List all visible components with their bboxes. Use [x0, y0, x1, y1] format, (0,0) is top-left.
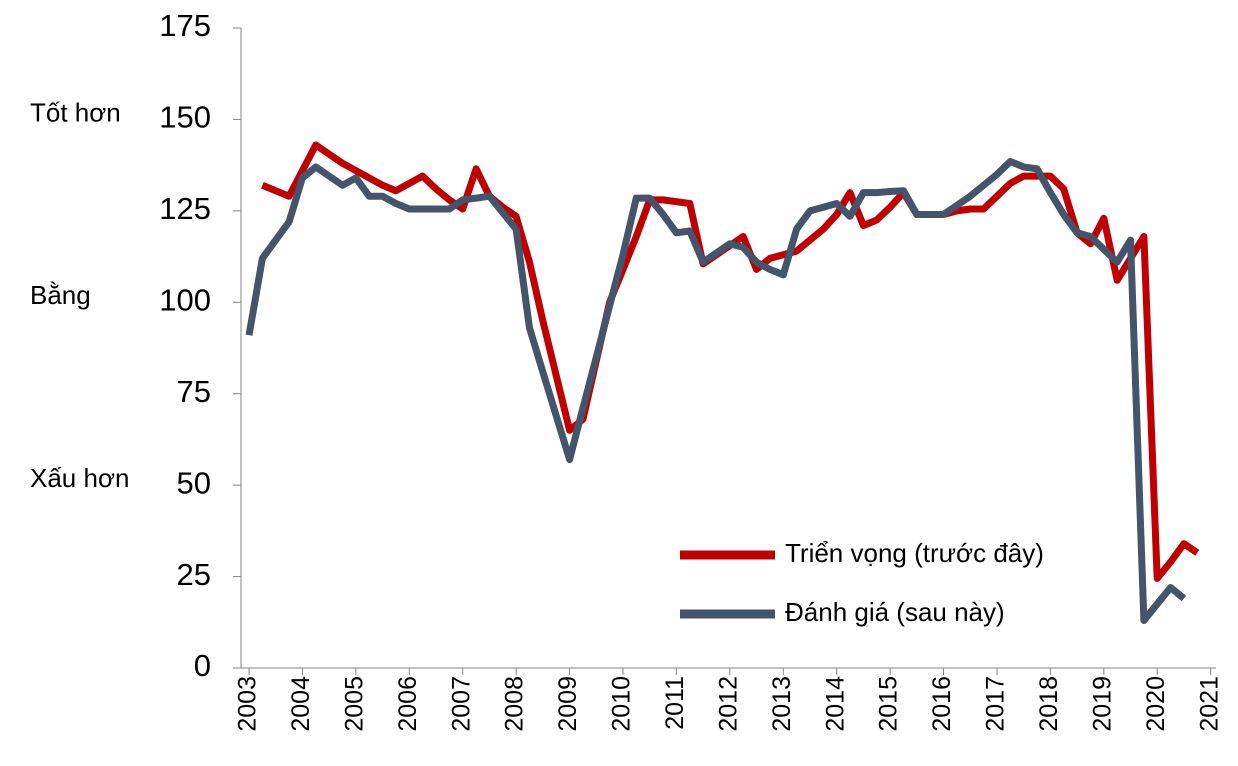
x-tick-label: 2021 [1195, 676, 1223, 732]
y-annotation: Bằng [30, 280, 91, 310]
x-tick-label: 2019 [1088, 676, 1116, 732]
x-tick-label: 2011 [661, 676, 689, 730]
y-tick-label: 125 [159, 191, 211, 226]
x-tick-label: 2017 [982, 676, 1010, 732]
x-tick-label: 2008 [501, 676, 529, 732]
y-tick-label: 75 [177, 374, 211, 409]
series-line [245, 158, 1187, 624]
y-tick-label: 0 [194, 648, 211, 683]
y-annotation: Xấu hơn [30, 463, 129, 493]
y-tick-label: 150 [159, 100, 211, 135]
x-tick-label: 2014 [821, 676, 849, 732]
x-tick-label: 2009 [554, 676, 582, 732]
x-tick-label: 2010 [608, 676, 636, 732]
x-tick-label: 2005 [340, 676, 368, 732]
y-tick-label: 50 [177, 465, 211, 500]
y-tick-label: 175 [159, 8, 211, 43]
x-tick-label: 2007 [447, 676, 475, 732]
x-tick-label: 2003 [234, 676, 262, 732]
legend-label: Đánh giá (sau này) [785, 597, 1005, 627]
x-tick-label: 2006 [394, 676, 422, 732]
x-tick-label: 2018 [1035, 676, 1063, 732]
legend-label: Triển vọng (trước đây) [785, 538, 1044, 568]
x-tick-label: 2013 [768, 676, 796, 732]
y-tick-label: 25 [177, 557, 211, 592]
x-tick-label: 2015 [875, 676, 903, 732]
x-tick-label: 2016 [928, 676, 956, 732]
y-tick-label: 100 [159, 282, 211, 317]
y-annotation: Tốt hơn [30, 97, 121, 127]
x-tick-label: 2012 [714, 676, 742, 732]
x-tick-label: 2004 [287, 676, 315, 732]
x-tick-label: 2020 [1142, 676, 1170, 732]
